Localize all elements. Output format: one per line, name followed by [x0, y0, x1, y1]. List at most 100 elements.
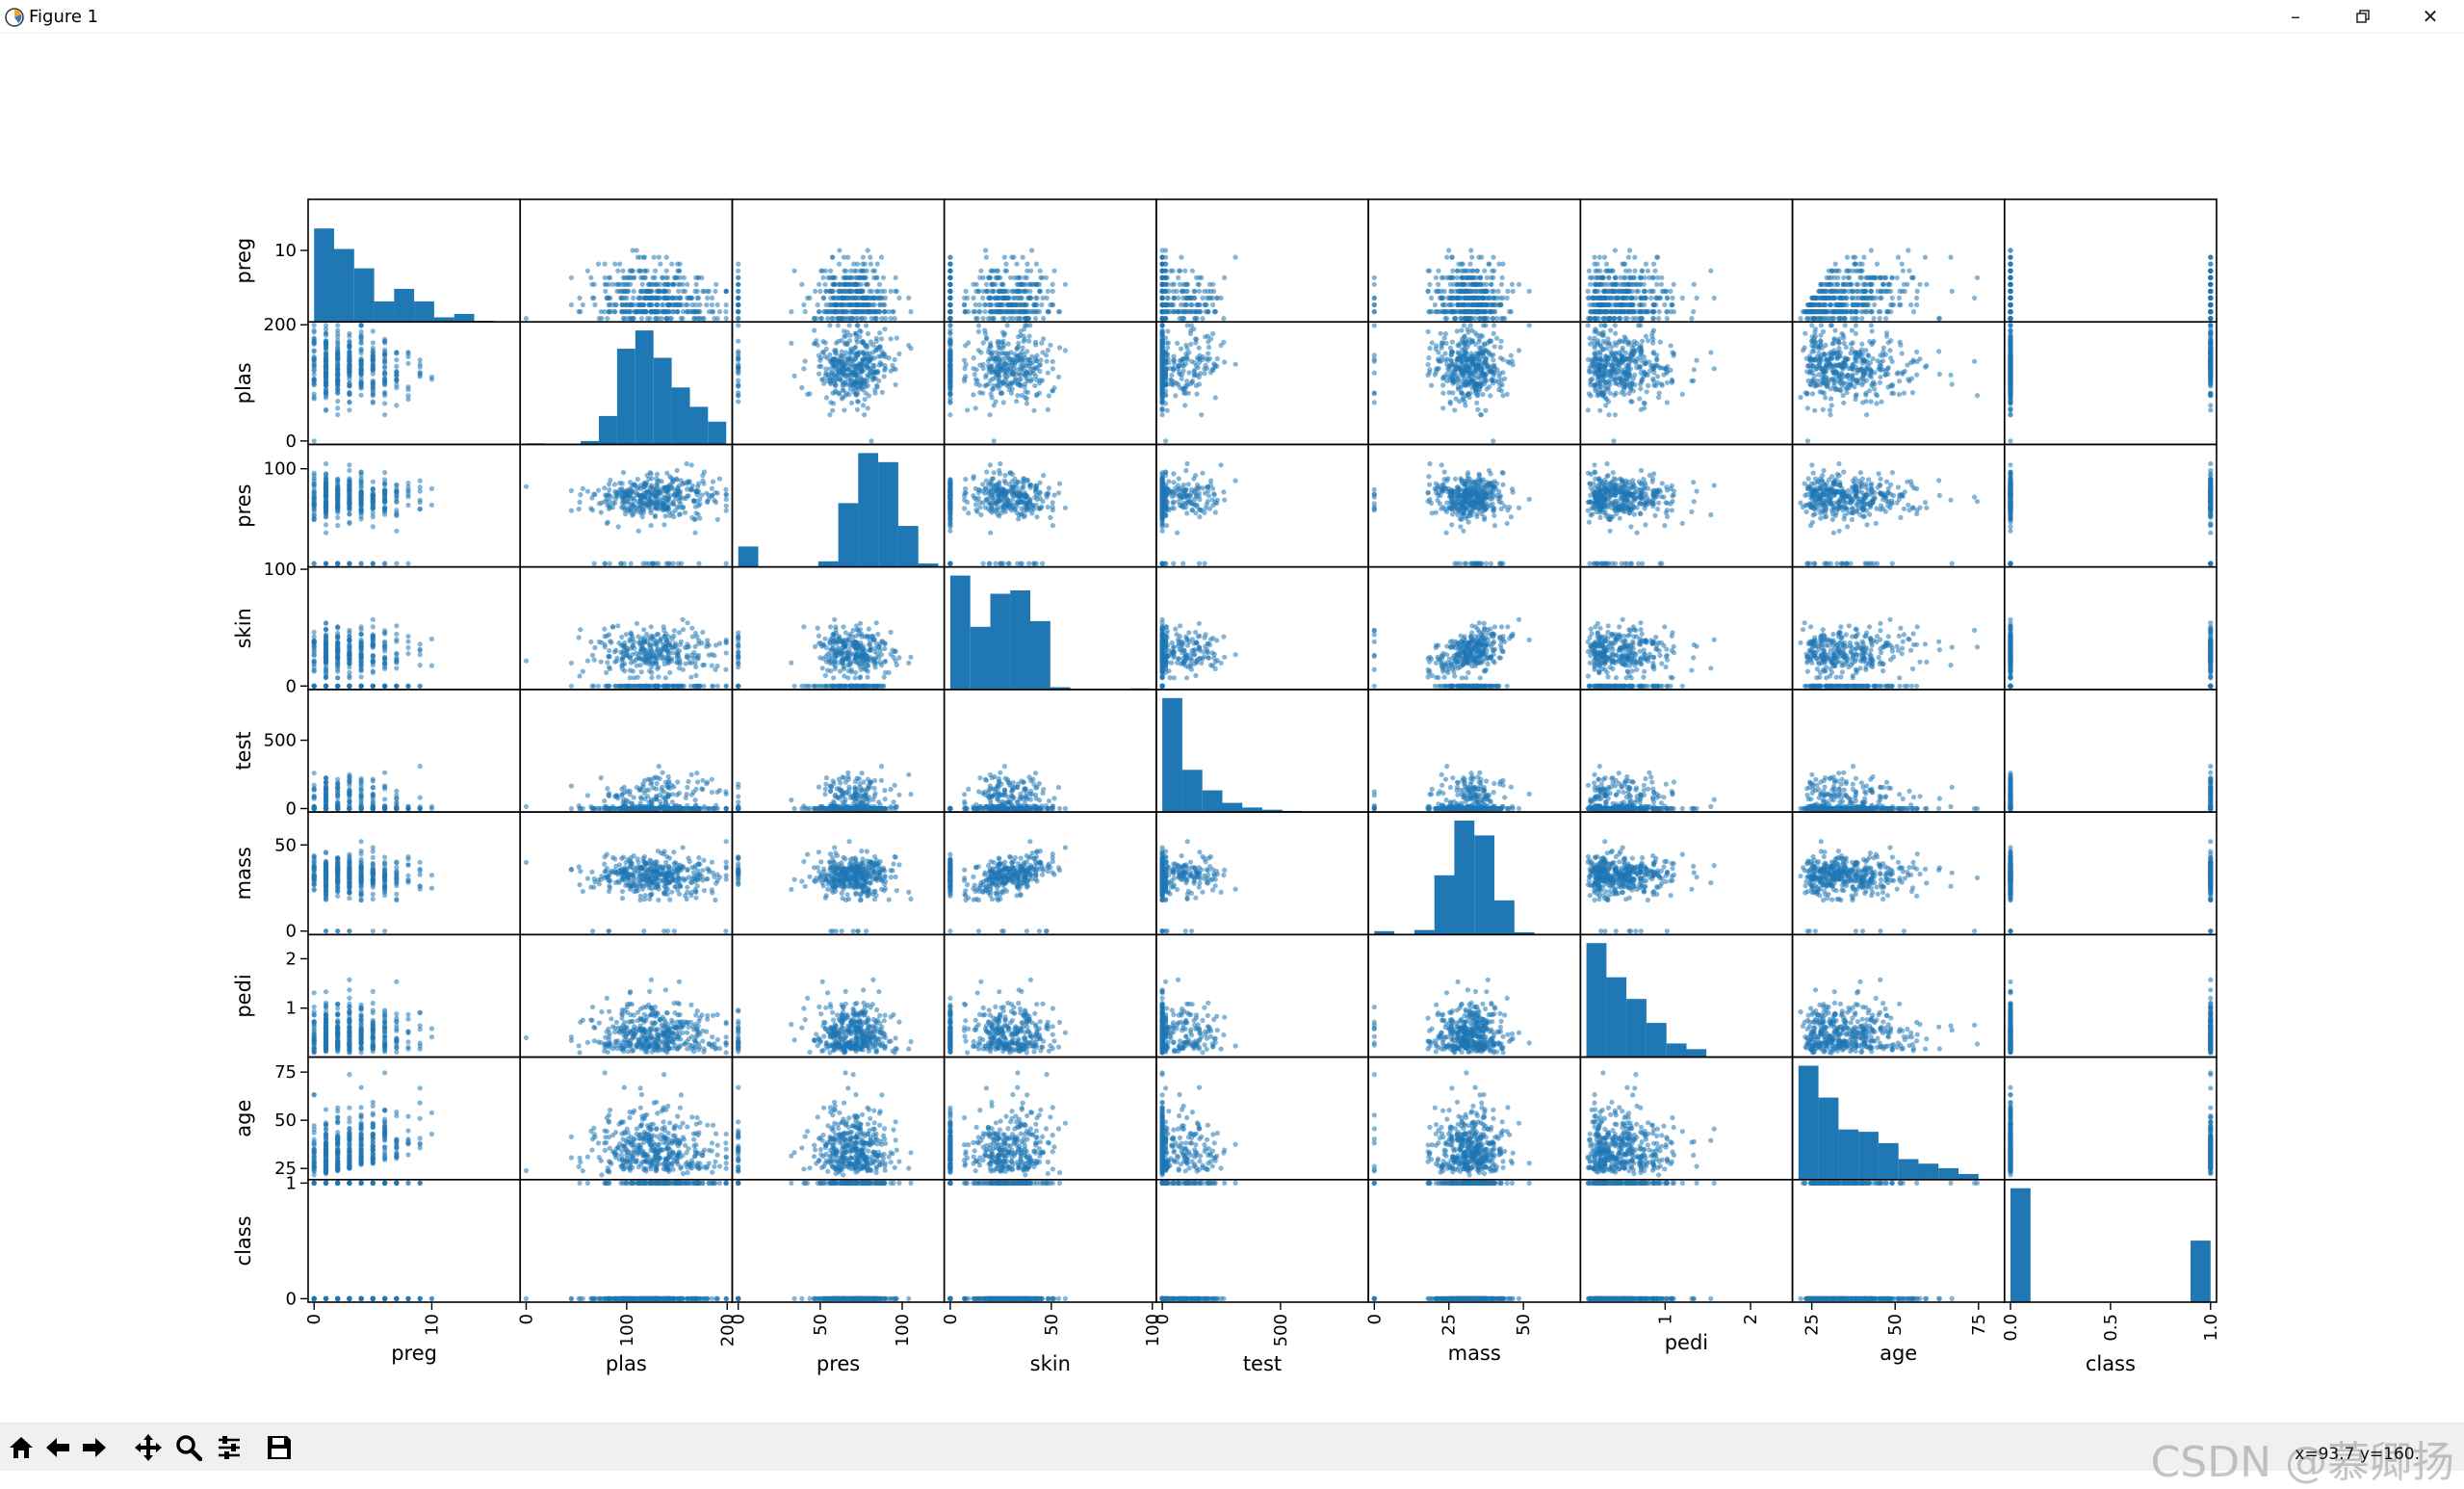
scatter-point	[984, 288, 990, 294]
scatter-point	[1585, 288, 1591, 294]
scatter-point	[1371, 309, 1377, 315]
scatter-point	[863, 274, 869, 280]
scatter-point	[1050, 388, 1055, 394]
scatter-point	[685, 281, 690, 287]
scatter-point	[836, 281, 843, 287]
scatter-point	[311, 336, 317, 342]
scatter-point	[1184, 288, 1190, 294]
scatter-point	[1024, 396, 1029, 402]
scatter-point	[1045, 370, 1050, 376]
scatter-point	[1864, 309, 1870, 315]
scatter-point	[1022, 384, 1027, 390]
scatter-point	[812, 327, 817, 333]
scatter-point	[736, 316, 741, 322]
scatter-point	[1632, 268, 1638, 274]
scatter-point	[1631, 309, 1637, 315]
scatter-point	[844, 309, 850, 315]
scatter-point	[1467, 288, 1473, 294]
scatter-point	[996, 344, 1001, 351]
scatter-point	[1163, 261, 1169, 267]
scatter-point	[973, 316, 979, 322]
scatter-point	[1020, 301, 1025, 308]
scatter-point	[1206, 309, 1211, 315]
scatter-point	[335, 355, 341, 361]
scatter-point	[818, 268, 824, 274]
scatter-point	[680, 309, 687, 315]
scatter-point	[1588, 309, 1594, 315]
scatter-point	[634, 248, 639, 253]
scatter-point	[1936, 316, 1942, 322]
scatter-point	[1883, 316, 1889, 322]
scatter-point	[807, 295, 813, 300]
scatter-point	[1186, 295, 1192, 300]
scatter-point	[999, 281, 1005, 287]
scatter-point	[853, 268, 860, 274]
scatter-point	[853, 332, 860, 338]
scatter-point	[1809, 309, 1815, 315]
scatter-point	[311, 349, 317, 354]
scatter-point	[844, 341, 850, 347]
scatter-point	[1005, 383, 1011, 389]
scatter-point	[1210, 301, 1216, 308]
scatter-point	[896, 351, 902, 356]
scatter-point	[876, 378, 882, 383]
scatter-point	[1612, 301, 1618, 308]
scatter-point	[2208, 288, 2214, 294]
histogram-bar	[454, 313, 475, 323]
scatter-point	[989, 352, 995, 357]
scatter-point	[646, 301, 652, 308]
scatter-point	[1206, 295, 1212, 300]
scatter-point	[882, 288, 888, 294]
scatter-point	[662, 288, 669, 294]
scatter-point	[1016, 316, 1022, 322]
scatter-point	[613, 281, 620, 287]
histogram-bar	[314, 228, 334, 323]
scatter-point	[823, 395, 830, 401]
scatter-point	[598, 309, 604, 315]
scatter-point	[1694, 295, 1699, 300]
scatter-point	[827, 412, 833, 418]
scatter-point	[791, 373, 797, 379]
scatter-point	[1427, 309, 1433, 315]
scatter-point	[311, 438, 317, 444]
scatter-point	[628, 301, 635, 308]
scatter-point	[872, 390, 878, 396]
scatter-point	[975, 348, 981, 353]
scatter-point	[1050, 288, 1055, 294]
scatter-point	[1453, 316, 1459, 322]
close-button[interactable]: ✕	[2397, 0, 2464, 33]
minimize-button[interactable]: –	[2262, 0, 2329, 33]
scatter-point	[1025, 349, 1030, 354]
scatter-point	[1809, 301, 1815, 308]
scatter-point	[696, 295, 702, 300]
scatter-point	[841, 388, 846, 394]
scatter-point	[996, 295, 1001, 300]
scatter-point	[693, 281, 699, 287]
scatter-point	[620, 274, 627, 280]
scatter-point	[1632, 254, 1638, 260]
subplot-frame	[2003, 198, 2218, 324]
scatter-point	[1034, 281, 1040, 287]
scatter-point	[882, 295, 889, 300]
scatter-point	[627, 309, 633, 315]
scatter-point	[692, 301, 699, 308]
scatter-point	[1654, 274, 1661, 280]
scatter-point	[858, 328, 864, 334]
restore-icon	[2356, 10, 2370, 23]
scatter-point	[736, 383, 741, 389]
scatter-point	[1022, 274, 1027, 280]
scatter-point	[1194, 274, 1200, 280]
scatter-point	[1163, 248, 1169, 253]
scatter-point	[987, 295, 993, 300]
scatter-point	[1159, 254, 1165, 260]
scatter-point	[723, 316, 729, 322]
scatter-point	[1850, 301, 1855, 308]
scatter-point	[639, 274, 646, 280]
scatter-point	[1914, 295, 1920, 300]
scatter-point	[612, 301, 619, 308]
scatter-point	[677, 281, 683, 287]
scatter-point	[962, 379, 968, 384]
restore-button[interactable]	[2329, 0, 2397, 33]
scatter-point	[1018, 309, 1024, 315]
histogram-bar	[653, 357, 672, 445]
